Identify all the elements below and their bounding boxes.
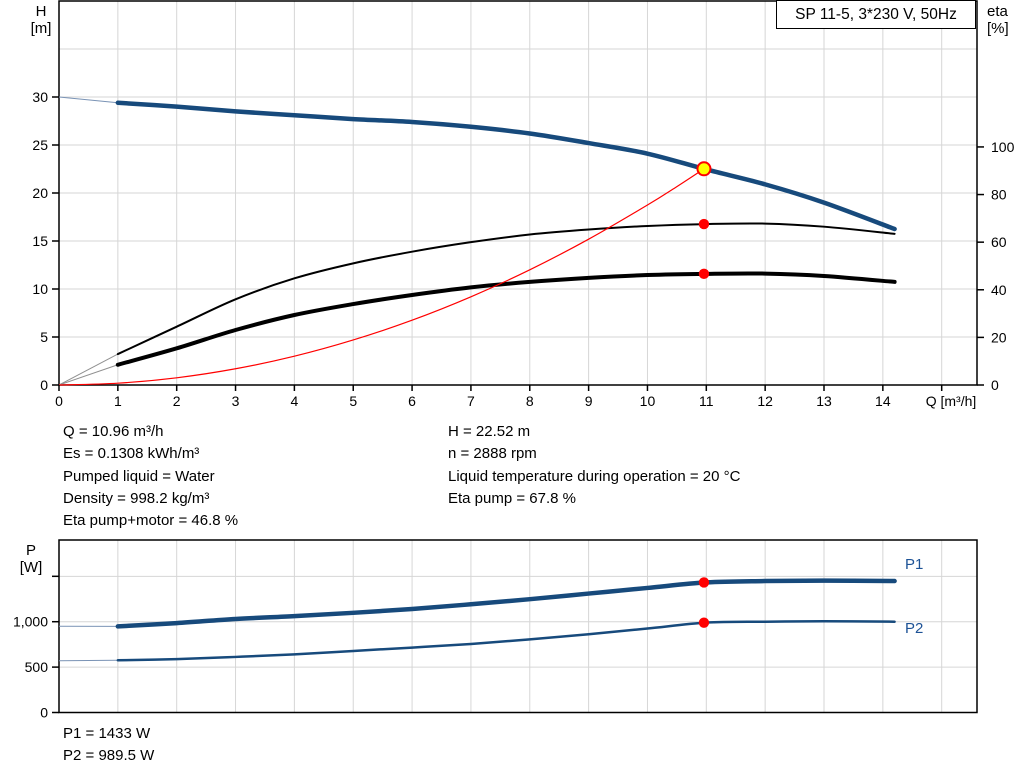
top-x-tick-label: 6 <box>408 393 416 409</box>
annotation-liquid-temperature: Liquid temperature during operation = 20… <box>448 467 741 485</box>
top-yr-tick-label: 80 <box>991 187 1007 203</box>
top-x-tick-label: 10 <box>640 393 656 409</box>
series-h-curve-extension <box>58 96 118 104</box>
top-yr-tick-label: 0 <box>991 377 999 393</box>
eta-axis-title-unit: [%] <box>987 20 1009 37</box>
duty-annotations-right: H = 22.52 m n = 2888 rpm Liquid temperat… <box>448 421 740 510</box>
top-chart-plot-area[interactable] <box>59 1 977 385</box>
top-yr-tick-label: 60 <box>991 234 1007 250</box>
p2-series-label: P2 <box>905 620 924 637</box>
top-x-tick-label: 3 <box>232 393 240 409</box>
bottom-yl-tick-label: 1,000 <box>13 614 48 630</box>
top-x-tick-label: 11 <box>699 393 714 409</box>
p-axis-title: P [W] <box>14 542 48 576</box>
series-h-curve[interactable] <box>115 100 897 232</box>
eta-pump-motor-point-marker[interactable] <box>698 268 710 280</box>
h-axis-title: H [m] <box>24 3 58 37</box>
p-axis-title-unit: [W] <box>19 559 43 576</box>
top-x-tick-label: 1 <box>114 393 122 409</box>
x-axis-title: Q [m³/h] <box>926 393 977 409</box>
bottom-yl-tick-label: 500 <box>25 659 49 675</box>
annotation-p1: P1 = 1433 W <box>63 725 151 742</box>
top-x-tick-label: 14 <box>875 393 891 409</box>
p1-point-marker[interactable] <box>698 577 710 588</box>
annotation-n: n = 2888 rpm <box>448 445 537 463</box>
eta-axis-title: eta [%] <box>987 3 1023 37</box>
series-eta-pump-extension <box>58 353 119 386</box>
annotation-p2: P2 = 989.5 W <box>63 747 155 765</box>
top-x-tick-label: 2 <box>173 393 181 409</box>
pump-title-box: SP 11-5, 3*230 V, 50Hz <box>776 0 976 29</box>
annotation-density: Density = 998.2 kg/m³ <box>63 489 210 507</box>
top-yl-tick-label: 20 <box>32 185 48 201</box>
series-system-curve[interactable] <box>58 168 705 386</box>
top-x-tick-label: 8 <box>526 393 534 409</box>
p-axis-title-symbol: P <box>25 542 36 559</box>
annotation-eta-pump: Eta pump = 67.8 % <box>448 489 576 507</box>
top-yr-tick-label: 100 <box>991 139 1015 155</box>
top-yl-tick-label: 15 <box>32 233 48 249</box>
duty-point-marker[interactable] <box>696 161 712 177</box>
eta-pump-point-marker[interactable] <box>698 218 710 230</box>
top-yr-tick-label: 20 <box>991 329 1007 345</box>
top-yr-tick-label: 40 <box>991 282 1007 298</box>
series-eta-pump[interactable] <box>116 222 896 356</box>
p1-series-label: P1 <box>905 556 924 573</box>
top-yl-tick-label: 5 <box>40 329 48 345</box>
top-x-tick-label: 0 <box>55 393 63 409</box>
top-x-tick-label: 7 <box>467 393 475 409</box>
annotation-q: Q = 10.96 m³/h <box>63 423 164 440</box>
power-annotations: P1 = 1433 W P2 = 989.5 W <box>63 723 154 768</box>
h-axis-title-symbol: H <box>35 3 47 20</box>
annotation-h: H = 22.52 m <box>448 423 531 440</box>
p2-point-marker[interactable] <box>698 617 710 628</box>
top-x-tick-label: 5 <box>349 393 357 409</box>
series-eta-pump-motor[interactable] <box>115 271 897 367</box>
series-p2[interactable] <box>116 620 896 662</box>
h-axis-title-unit: [m] <box>30 20 52 37</box>
bottom-yl-tick-label: 0 <box>40 705 48 721</box>
duty-annotations-left: Q = 10.96 m³/h Es = 0.1308 kWh/m³ Pumped… <box>63 421 238 532</box>
eta-axis-title-symbol: eta <box>987 3 1008 20</box>
top-x-tick-label: 4 <box>290 393 298 409</box>
annotation-eta-pump-motor: Eta pump+motor = 46.8 % <box>63 512 239 530</box>
top-x-tick-label: 9 <box>585 393 593 409</box>
bottom-chart-plot-area[interactable] <box>59 540 977 713</box>
top-yl-tick-label: 30 <box>32 89 48 105</box>
top-x-tick-label: 12 <box>757 393 773 409</box>
top-yl-tick-label: 25 <box>32 137 48 153</box>
top-yl-tick-label: 0 <box>40 377 48 393</box>
top-x-tick-label: 13 <box>816 393 832 409</box>
annotation-pumped-liquid: Pumped liquid = Water <box>63 467 215 485</box>
series-eta-pump-motor-extension <box>58 364 119 386</box>
annotation-es: Es = 0.1308 kWh/m³ <box>63 445 200 463</box>
series-p1[interactable] <box>115 578 897 629</box>
top-yl-tick-label: 10 <box>32 281 48 297</box>
